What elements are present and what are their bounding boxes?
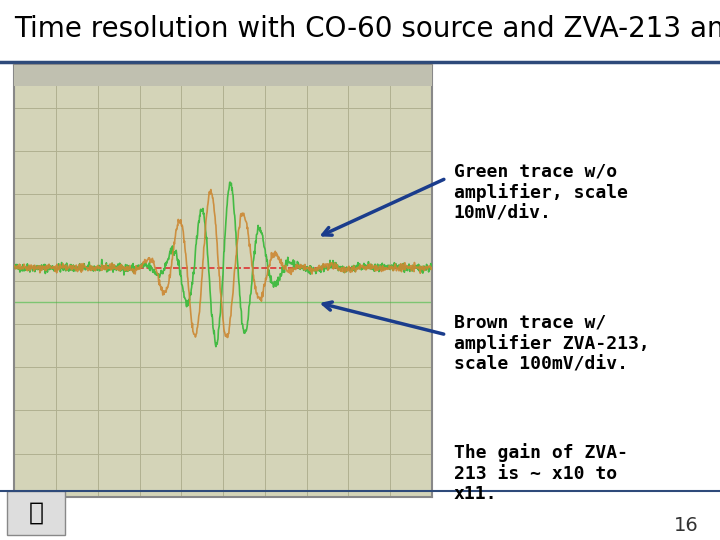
- Bar: [14, 65, 432, 86]
- Text: The gain of ZVA-
213 is ~ x10 to
x11.: The gain of ZVA- 213 is ~ x10 to x11.: [454, 443, 628, 503]
- Text: Green trace w/o
amplifier, scale
10mV/div.: Green trace w/o amplifier, scale 10mV/di…: [454, 162, 628, 223]
- Bar: [7, 491, 65, 535]
- Text: 16: 16: [674, 516, 698, 535]
- Text: Time resolution with CO-60 source and ZVA-213 amplifiers: Time resolution with CO-60 source and ZV…: [14, 15, 720, 43]
- Text: Brown trace w/
amplifier ZVA-213,
scale 100mV/div.: Brown trace w/ amplifier ZVA-213, scale …: [454, 313, 649, 374]
- Text: 🏛: 🏛: [29, 501, 43, 525]
